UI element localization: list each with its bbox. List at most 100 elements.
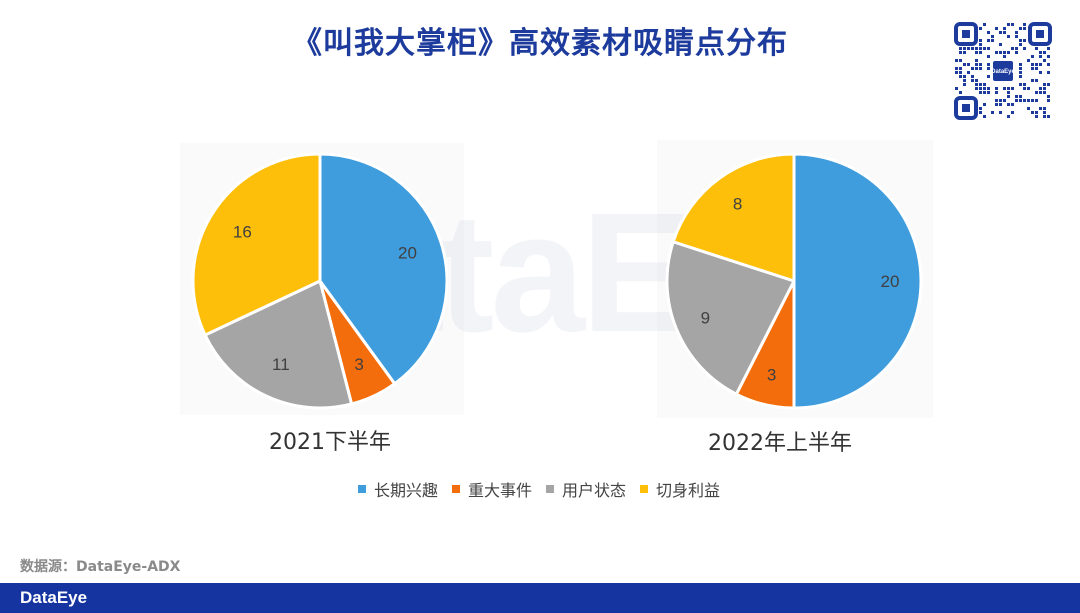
qr-module — [1019, 83, 1022, 86]
qr-module — [1007, 35, 1010, 38]
qr-module — [1015, 99, 1018, 102]
qr-module — [975, 83, 978, 86]
qr-module — [1043, 87, 1046, 90]
qr-module — [1023, 23, 1026, 26]
qr-module — [999, 51, 1002, 54]
qr-module — [1031, 67, 1034, 70]
pie-data-label: 11 — [272, 355, 290, 374]
qr-module — [955, 71, 958, 74]
qr-module — [1003, 27, 1006, 30]
qr-module — [1019, 63, 1022, 66]
qr-module — [967, 71, 970, 74]
qr-module — [983, 115, 986, 118]
qr-module — [1015, 35, 1018, 38]
qr-module — [971, 67, 974, 70]
qr-module — [1047, 71, 1050, 74]
qr-module — [1023, 83, 1026, 86]
qr-module — [959, 47, 962, 50]
qr-module — [1043, 107, 1046, 110]
qr-code-icon: DataEye — [954, 22, 1052, 120]
qr-module — [987, 63, 990, 66]
qr-module — [1039, 55, 1042, 58]
qr-module — [1035, 91, 1038, 94]
pie-data-label: 3 — [767, 365, 776, 384]
pie-slice-user-state — [665, 240, 796, 396]
qr-module — [1035, 47, 1038, 50]
data-source: 数据源：DataEye-ADX — [20, 559, 181, 575]
qr-module — [959, 59, 962, 62]
qr-module — [971, 75, 974, 78]
qr-module — [1015, 95, 1018, 98]
footer-bar: DataEye — [0, 583, 1080, 613]
qr-module — [975, 79, 978, 82]
qr-module — [979, 91, 982, 94]
qr-module — [991, 35, 994, 38]
qr-module — [1047, 47, 1050, 50]
qr-module — [1031, 79, 1034, 82]
qr-module — [1023, 99, 1026, 102]
qr-module — [1019, 39, 1022, 42]
qr-module — [1019, 99, 1022, 102]
qr-module — [955, 59, 958, 62]
qr-module — [995, 103, 998, 106]
qr-module — [979, 87, 982, 90]
legend-item: 长期兴趣 — [358, 477, 438, 501]
chart-title-2021: 2021下半年 — [269, 430, 391, 455]
qr-module — [1007, 23, 1010, 26]
pie-slice-personal-benefit — [671, 152, 796, 283]
qr-module — [979, 111, 982, 114]
qr-module — [955, 67, 958, 70]
qr-module — [1039, 107, 1042, 110]
qr-module — [1047, 95, 1050, 98]
legend-item: 重大事件 — [452, 477, 532, 501]
qr-module — [975, 47, 978, 50]
qr-module — [983, 103, 986, 106]
legend-item: 用户状态 — [546, 477, 626, 501]
legend-swatch — [546, 485, 555, 493]
qr-module — [979, 107, 982, 110]
qr-module — [983, 91, 986, 94]
qr-module — [1031, 99, 1034, 102]
qr-module — [1027, 87, 1030, 90]
qr-module — [1043, 115, 1046, 118]
legend-item: 切身利益 — [640, 477, 720, 501]
qr-module — [1039, 63, 1042, 66]
qr-module — [1043, 59, 1046, 62]
qr-module — [963, 63, 966, 66]
qr-module — [979, 27, 982, 30]
qr-module — [1043, 91, 1046, 94]
qr-module — [1015, 31, 1018, 34]
qr-module — [987, 87, 990, 90]
qr-module — [963, 75, 966, 78]
pie-data-label: 16 — [233, 223, 252, 242]
qr-module — [1007, 115, 1010, 118]
qr-module — [1039, 87, 1042, 90]
pie-data-label: 9 — [701, 309, 710, 328]
pie-chart-2021: 20 3 11 16 — [191, 152, 449, 410]
qr-module — [975, 51, 978, 54]
chart-legend: 长期兴趣 重大事件 用户状态 切身利益 — [358, 476, 734, 502]
qr-module — [971, 47, 974, 50]
qr-module — [1023, 87, 1026, 90]
qr-module — [995, 27, 998, 30]
pie-slice-personal-benefit — [191, 152, 322, 337]
qr-module — [1047, 115, 1050, 118]
qr-module — [1035, 67, 1038, 70]
qr-module — [1003, 99, 1006, 102]
qr-module — [979, 83, 982, 86]
qr-module — [999, 31, 1002, 34]
qr-module — [999, 99, 1002, 102]
qr-module — [987, 55, 990, 58]
qr-module — [1019, 95, 1022, 98]
legend-swatch — [452, 485, 461, 493]
qr-module — [975, 87, 978, 90]
pie-data-label: 20 — [398, 244, 417, 263]
qr-module — [1007, 51, 1010, 54]
qr-module — [979, 39, 982, 42]
qr-module — [1011, 103, 1014, 106]
qr-module — [995, 51, 998, 54]
qr-module — [1031, 63, 1034, 66]
qr-module — [1011, 87, 1014, 90]
qr-module — [1039, 51, 1042, 54]
qr-module — [959, 71, 962, 74]
